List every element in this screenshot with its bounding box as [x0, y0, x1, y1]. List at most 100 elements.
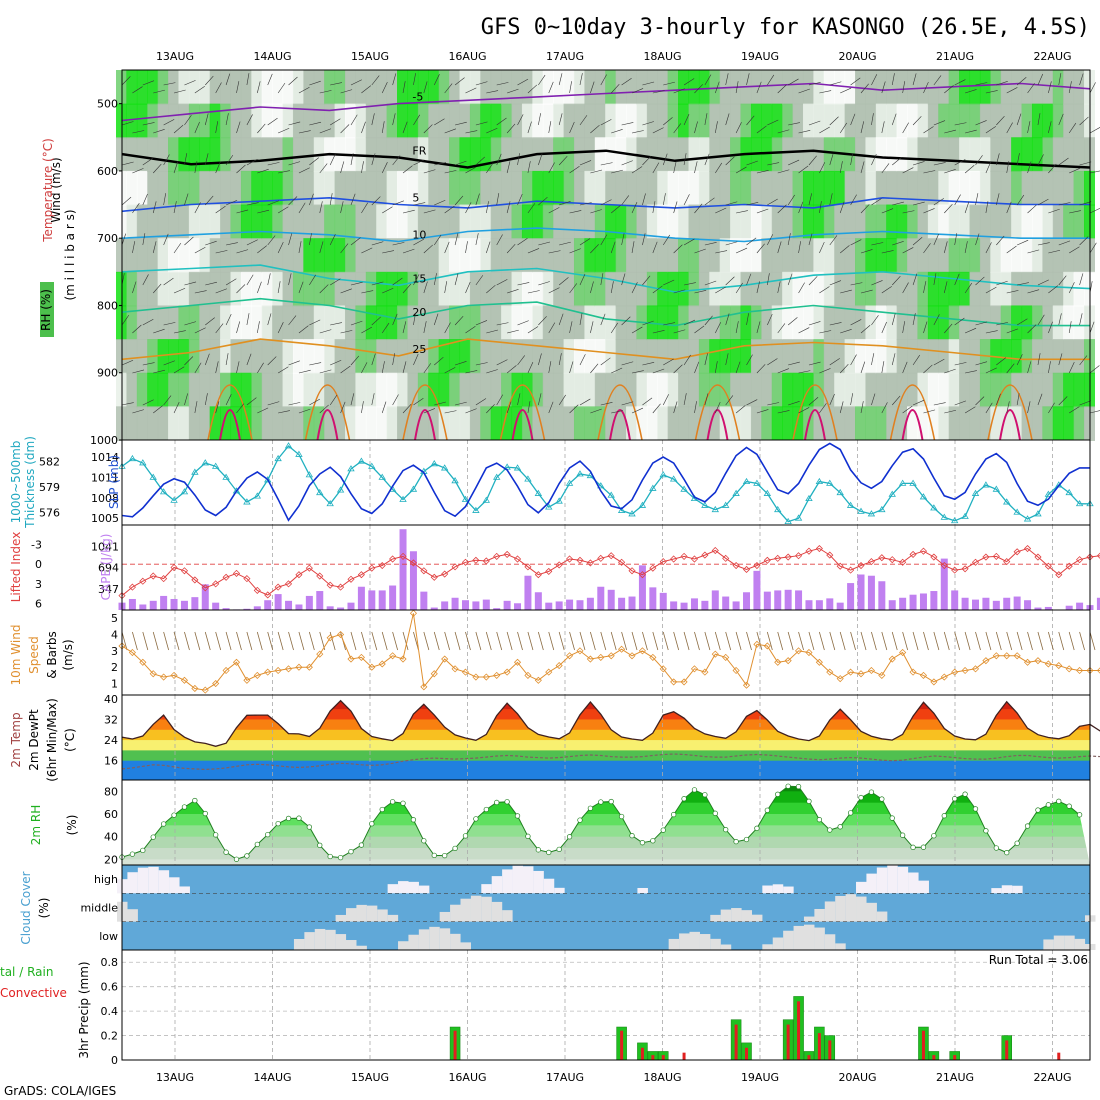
wind-barb: [434, 401, 446, 406]
wind-barb: [985, 201, 989, 214]
rh-cell: [896, 137, 908, 172]
wind-barb: [225, 278, 237, 286]
rh-cell: [240, 204, 252, 240]
rh-cell: [886, 103, 898, 139]
thickness-point: [930, 504, 938, 511]
wind-barb: [975, 276, 985, 286]
wind-barb: [371, 196, 381, 206]
cloud-cell: [335, 914, 347, 922]
rh-cell: [1000, 238, 1012, 273]
wind-barb: [798, 201, 804, 214]
rh-cell: [667, 372, 679, 408]
wind-barb: [350, 355, 360, 366]
wind-barb: [444, 241, 450, 254]
wind-barb: [371, 631, 378, 651]
wind-speed-point: [284, 665, 293, 673]
wind-barb: [912, 116, 922, 126]
wind-barb: [673, 401, 678, 414]
wind-barb: [381, 162, 388, 174]
lifted-point: [794, 552, 803, 560]
wind-barb: [538, 393, 542, 406]
wind-barb: [850, 354, 857, 366]
wind-barb: [184, 153, 188, 166]
cloud-cell: [158, 870, 170, 894]
wind-barb: [746, 237, 757, 246]
wind-barb: [1006, 201, 1012, 214]
wind-barb: [163, 119, 175, 126]
rh-cell: [584, 406, 596, 441]
cape-labels: Lifted Index CAPE (J/kg): [9, 532, 113, 603]
rh-cell: [917, 372, 929, 408]
rh-cell: [313, 204, 325, 240]
rh-cell: [449, 238, 461, 273]
wind-barb: [912, 161, 925, 166]
cloud-cell: [418, 885, 430, 894]
wind-barb: [392, 631, 399, 651]
cape-bar: [524, 575, 532, 610]
wind-barb: [891, 631, 898, 651]
rh-cell: [896, 204, 908, 240]
thickness-point: [888, 490, 896, 497]
thickness-point: [378, 473, 386, 480]
wind-barb: [433, 313, 439, 326]
wind-barb: [392, 277, 403, 286]
rh-point: [785, 783, 791, 789]
wind-barb: [1079, 161, 1092, 166]
thickness-point: [149, 473, 157, 480]
rh-cell: [157, 406, 169, 441]
precip-convective-bar: [932, 1055, 936, 1060]
wind-barb: [1027, 361, 1032, 374]
rh-cell: [459, 170, 471, 206]
wind-barb: [1089, 207, 1100, 214]
rh-cell: [542, 238, 554, 273]
wind-barb: [787, 233, 791, 246]
wind-barb: [132, 631, 138, 651]
wind-barb: [308, 631, 315, 651]
wind-barb: [975, 321, 988, 326]
rh-cell: [573, 70, 585, 105]
wind-speed-point: [420, 683, 428, 691]
wind-barb: [496, 82, 509, 86]
wind-barb: [1068, 81, 1072, 94]
rh-cell: [667, 170, 679, 206]
cloud-cell: [710, 914, 721, 922]
rh-cell: [855, 305, 867, 341]
wind-barb: [746, 73, 750, 86]
rh-cell: [532, 70, 544, 105]
isotherm-label: 10: [412, 229, 426, 242]
wind-barb: [256, 631, 263, 651]
rh-cell: [969, 238, 981, 273]
rh-cell: [240, 372, 252, 408]
rh-cell: [979, 70, 991, 105]
rh-cell: [709, 204, 721, 240]
wind-barb: [1037, 314, 1045, 326]
ylabel-rh2m-2: (%): [65, 815, 79, 836]
wind-barb: [1068, 362, 1075, 374]
rh-cell: [719, 238, 731, 273]
wind-barb: [1068, 122, 1077, 134]
ylabel-wind-2: Speed: [27, 636, 41, 674]
wind-speed-point: [732, 666, 740, 675]
wind-barb: [454, 160, 467, 166]
cape-bar: [461, 600, 469, 610]
rh-point: [369, 821, 375, 827]
rh-cell: [344, 70, 356, 105]
rh-cell: [750, 170, 762, 206]
wind-barb: [225, 113, 229, 126]
thickness-tick: 579: [39, 481, 60, 494]
rh-cell: [553, 305, 565, 341]
rh-cell: [761, 372, 773, 408]
wind-barb: [558, 73, 563, 86]
precip-tick: 0: [111, 1054, 118, 1067]
rh-point: [608, 798, 614, 805]
wind-barb: [923, 208, 935, 214]
wind-barb: [507, 289, 519, 294]
wind-barb: [1027, 249, 1040, 254]
wind-speed-point: [888, 655, 896, 663]
rh-cell: [990, 204, 1002, 240]
rh-cell: [282, 372, 294, 408]
cloud-cell: [481, 896, 492, 922]
rh-cell: [834, 170, 846, 206]
wind-speed-point: [951, 668, 959, 676]
wind-barb: [454, 77, 465, 86]
